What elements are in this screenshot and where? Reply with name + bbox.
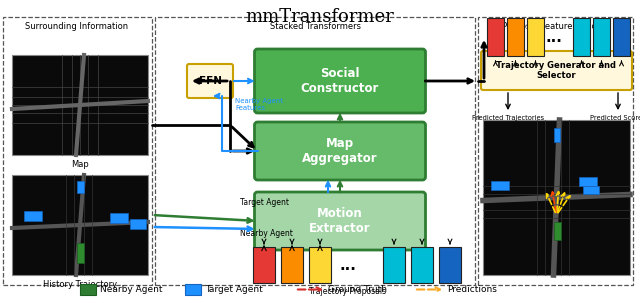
Bar: [383, 247, 405, 283]
Bar: [579, 177, 596, 185]
FancyBboxPatch shape: [255, 192, 426, 250]
Bar: [185, 284, 201, 295]
Text: Motion
Extractor: Motion Extractor: [309, 207, 371, 235]
Bar: [507, 18, 524, 56]
Text: Predictions: Predictions: [447, 285, 497, 294]
Bar: [582, 185, 598, 194]
Bar: [527, 18, 544, 56]
Text: History Trajectory: History Trajectory: [43, 280, 117, 289]
Bar: [593, 18, 610, 56]
Bar: [487, 18, 504, 56]
FancyBboxPatch shape: [255, 122, 426, 180]
Text: Nearby Agent: Nearby Agent: [240, 229, 293, 238]
Text: Target Agent: Target Agent: [205, 285, 263, 294]
FancyBboxPatch shape: [481, 51, 632, 90]
Text: mmTransformer: mmTransformer: [246, 8, 394, 26]
Text: Stacked Transformers: Stacked Transformers: [269, 22, 360, 31]
Bar: [483, 120, 630, 275]
Bar: [77, 181, 84, 193]
Bar: [110, 213, 128, 223]
Text: Target Agent: Target Agent: [240, 198, 289, 207]
Bar: [309, 247, 331, 283]
Text: Map
Aggregator: Map Aggregator: [302, 137, 378, 165]
Bar: [130, 219, 146, 229]
Bar: [77, 243, 84, 263]
Text: Ground Truth: Ground Truth: [328, 285, 387, 294]
Bar: [12, 55, 148, 155]
Bar: [478, 17, 633, 285]
Text: Map: Map: [71, 160, 89, 169]
Text: Predicted Trajectories: Predicted Trajectories: [472, 115, 544, 121]
Text: Proposal Feature Decoder: Proposal Feature Decoder: [502, 22, 611, 31]
FancyBboxPatch shape: [187, 64, 233, 98]
Bar: [554, 222, 561, 240]
Text: Trajectory Proposals: Trajectory Proposals: [309, 287, 387, 296]
Bar: [3, 17, 152, 285]
Text: Predicted Scores: Predicted Scores: [590, 115, 640, 121]
Text: Nearby Agent: Nearby Agent: [100, 285, 163, 294]
Text: ...: ...: [340, 258, 356, 272]
Bar: [155, 17, 475, 285]
Bar: [253, 247, 275, 283]
Bar: [411, 247, 433, 283]
Bar: [554, 128, 559, 142]
Bar: [24, 211, 42, 221]
Text: Social
Constructor: Social Constructor: [301, 67, 379, 95]
Bar: [80, 284, 96, 295]
Bar: [281, 247, 303, 283]
Text: Nearby Agent
Features: Nearby Agent Features: [235, 98, 283, 111]
Text: ...: ...: [545, 29, 563, 45]
Text: FFN: FFN: [198, 76, 221, 86]
Bar: [613, 18, 630, 56]
Bar: [573, 18, 590, 56]
Bar: [491, 181, 509, 189]
Bar: [12, 175, 148, 275]
FancyBboxPatch shape: [255, 49, 426, 113]
Text: Surrounding Information: Surrounding Information: [26, 22, 129, 31]
Bar: [439, 247, 461, 283]
Text: Trajectory Generator and
Selector: Trajectory Generator and Selector: [497, 61, 616, 80]
